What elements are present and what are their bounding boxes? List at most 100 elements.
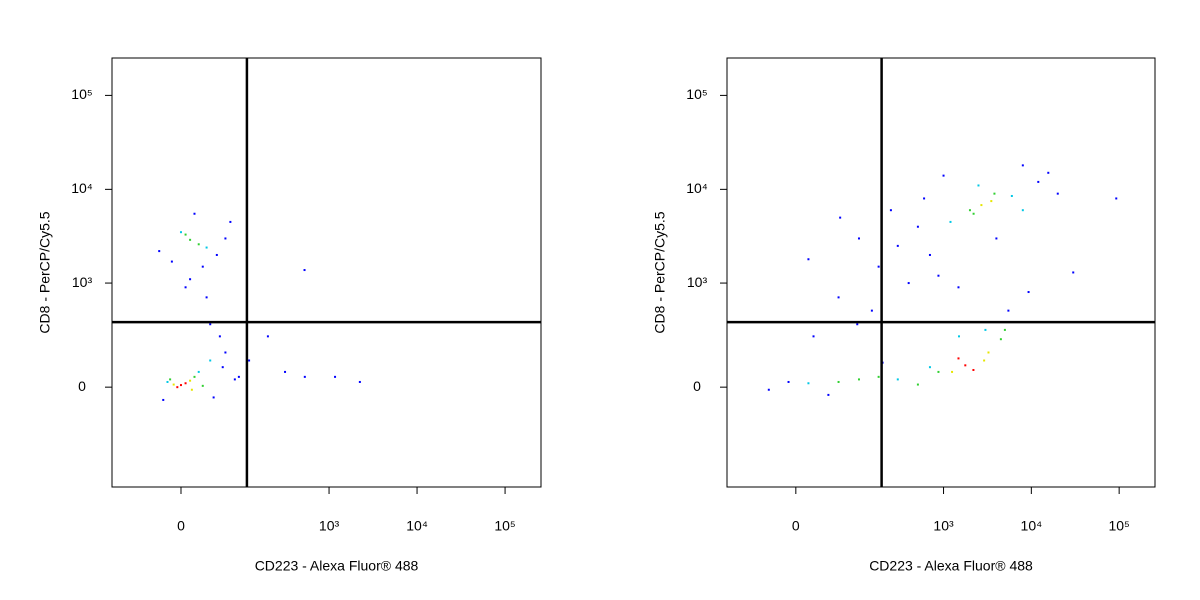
event-dot <box>224 237 227 240</box>
y-tick-label: 10⁴ <box>71 180 93 196</box>
x-axis-label: CD223 - Alexa Fluor® 488 <box>255 558 419 574</box>
event-dot <box>999 338 1002 341</box>
event-dot <box>170 260 173 263</box>
event-dot <box>197 243 200 246</box>
event-dot <box>916 225 919 228</box>
event-dot <box>837 380 840 383</box>
event-dot <box>990 200 993 203</box>
event-dot <box>984 328 987 331</box>
y-tick-label: 10⁵ <box>71 86 92 102</box>
y-tick-label: 10⁵ <box>686 86 707 102</box>
y-tick-label: 0 <box>78 378 86 394</box>
event-dot <box>205 246 208 249</box>
event-dot <box>284 370 287 373</box>
event-dot <box>977 184 980 187</box>
event-dot <box>205 296 208 299</box>
event-dot <box>233 378 236 381</box>
x-tick-label: 10⁴ <box>1021 518 1043 534</box>
x-tick-label: 10³ <box>319 518 340 534</box>
event-dot <box>184 382 187 385</box>
event-dot <box>358 380 361 383</box>
event-dot <box>972 212 975 215</box>
plot-frame <box>111 57 542 488</box>
event-dot <box>857 378 860 381</box>
event-dot <box>266 335 269 338</box>
event-dot <box>193 375 196 378</box>
y-tick-label: 10³ <box>72 274 93 290</box>
event-dot <box>957 357 960 360</box>
event-dot <box>870 309 873 312</box>
event-dot <box>787 380 790 383</box>
event-dot <box>221 366 224 369</box>
x-tick-label: 10⁵ <box>1108 518 1129 534</box>
event-dot <box>179 231 182 234</box>
x-tick-label: 0 <box>792 518 800 534</box>
event-dot <box>184 286 187 289</box>
event-dot <box>928 253 931 256</box>
event-dot <box>1010 194 1013 197</box>
event-dot <box>237 375 240 378</box>
event-dot <box>877 265 880 268</box>
event-dot <box>1027 291 1030 294</box>
event-dot <box>916 383 919 386</box>
event-dot <box>857 237 860 240</box>
event-dot <box>767 388 770 391</box>
event-dot <box>942 174 945 177</box>
event-dot <box>856 323 859 326</box>
y-tick-label: 10⁴ <box>686 180 708 196</box>
event-dot <box>827 393 830 396</box>
event-dot <box>1115 197 1118 200</box>
event-dot <box>169 378 172 381</box>
event-dot <box>197 370 200 373</box>
event-dot <box>957 335 960 338</box>
event-dot <box>980 204 983 207</box>
event-dot <box>176 386 179 389</box>
event-dot <box>907 282 910 285</box>
event-dot <box>172 383 175 386</box>
x-tick-label: 10⁵ <box>494 518 515 534</box>
event-dot <box>303 269 306 272</box>
event-dot <box>162 398 165 401</box>
event-dot <box>209 359 212 362</box>
y-tick-label: 10³ <box>687 274 708 290</box>
y-axis-label: CD8 - PerCP/Cy5.5 <box>37 211 53 333</box>
event-dot <box>184 233 187 236</box>
event-dot <box>1037 180 1040 183</box>
event-dot <box>189 379 192 382</box>
event-dot <box>212 396 215 399</box>
event-dot <box>189 238 192 241</box>
event-dot <box>248 359 251 362</box>
event-dot <box>1072 271 1075 274</box>
event-dot <box>201 384 204 387</box>
event-dot <box>166 380 169 383</box>
event-dot <box>807 382 810 385</box>
event-dot <box>1047 171 1050 174</box>
event-dot <box>957 286 960 289</box>
event-dot <box>1007 309 1010 312</box>
event-dot <box>889 209 892 212</box>
event-dot <box>193 212 196 215</box>
event-dot <box>937 370 940 373</box>
event-dot <box>201 265 204 268</box>
event-dot <box>229 220 232 223</box>
event-dot <box>1003 328 1006 331</box>
x-tick-label: 10⁴ <box>406 518 428 534</box>
event-dot <box>951 370 954 373</box>
event-dot <box>812 335 815 338</box>
event-dot <box>837 296 840 299</box>
event-dot <box>224 351 227 354</box>
event-dot <box>190 388 193 391</box>
event-dot <box>1056 192 1059 195</box>
event-dot <box>928 366 931 369</box>
event-dot <box>303 375 306 378</box>
y-axis-label: CD8 - PerCP/Cy5.5 <box>652 211 668 333</box>
event-dot <box>987 351 990 354</box>
x-axis-label: CD223 - Alexa Fluor® 488 <box>869 558 1033 574</box>
event-dot <box>334 375 337 378</box>
event-dot <box>179 384 182 387</box>
event-dot <box>209 323 212 326</box>
x-tick-label: 10³ <box>933 518 954 534</box>
event-dot <box>896 378 899 381</box>
event-dot <box>968 209 971 212</box>
